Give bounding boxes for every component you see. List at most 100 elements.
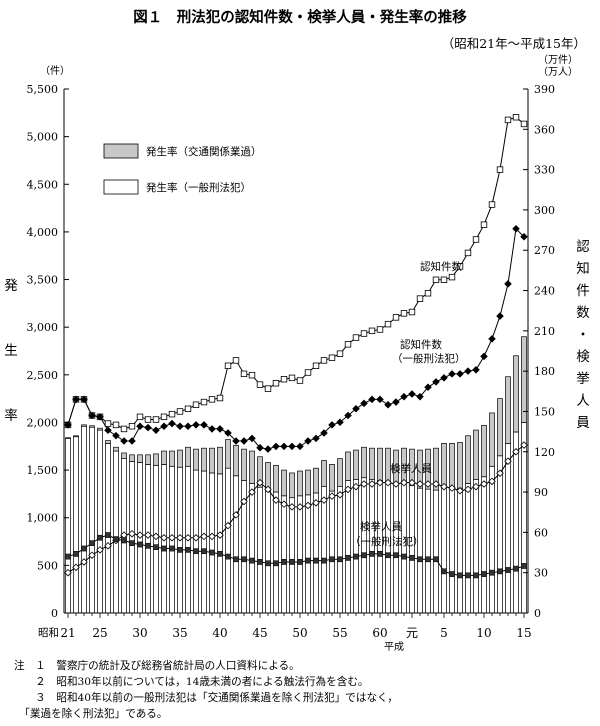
x-tick-label-7: 55 <box>332 626 347 640</box>
marker-s3-1979 <box>328 492 336 500</box>
bar-general-2003 <box>521 422 527 614</box>
bar-general-1965 <box>217 473 223 614</box>
left-tick-label-7: 3,500 <box>27 274 59 287</box>
marker-s1-1994 <box>448 273 456 281</box>
marker-s2-1984 <box>368 395 376 404</box>
marker-s2-2003 <box>520 233 528 241</box>
legend-label-general: 発生率（一般刑法犯） <box>146 181 251 194</box>
bar-traffic-1984 <box>369 447 375 480</box>
bar-traffic-1991 <box>425 448 431 490</box>
marker-s1-1984 <box>368 327 376 335</box>
marker-s3-1967 <box>232 511 240 519</box>
bar-general-1969 <box>249 483 255 614</box>
marker-s4-1991 <box>425 556 431 563</box>
bar-traffic-1957 <box>153 453 159 466</box>
marker-s1-1965 <box>216 394 224 402</box>
marker-s1-1995 <box>456 263 464 270</box>
right-tick-label-5: 150 <box>534 405 555 418</box>
marker-s2-1972 <box>272 442 280 451</box>
marker-s4-1959 <box>169 545 175 552</box>
right-axis-unit-2: （万人） <box>538 67 578 78</box>
marker-s2-1994 <box>448 370 456 378</box>
left-tick-label-6: 3,000 <box>27 321 59 334</box>
marker-s2-1947 <box>72 395 80 404</box>
note-1: 注 １ 警察庁の統計及び総務省統計局の人口資料による。 <box>14 660 300 672</box>
marker-s4-1948 <box>81 545 87 552</box>
marker-s4-1987 <box>393 552 399 559</box>
marker-s4-1976 <box>305 557 311 564</box>
marker-s3-1963 <box>200 532 208 541</box>
marker-s1-1988 <box>400 310 408 317</box>
left-tick-label-4: 2,000 <box>27 416 59 429</box>
marker-s3-1955 <box>136 531 144 539</box>
marker-s2-1956 <box>144 423 152 432</box>
x-tick-label-5: 45 <box>252 626 267 640</box>
marker-s4-1947 <box>73 551 79 557</box>
marker-s2-1991 <box>424 383 432 392</box>
marker-s1-1961 <box>184 405 192 412</box>
chart-title: 図１ 刑法犯の認知件数・検挙人員・発生率の推移 <box>133 10 467 26</box>
bar-general-1948 <box>81 425 87 614</box>
bar-general-1990 <box>417 487 423 614</box>
marker-s4-1972 <box>273 560 279 567</box>
marker-s2-1981 <box>344 411 352 420</box>
marker-s1-1980 <box>336 350 344 357</box>
marker-s4-1946 <box>65 553 71 560</box>
marker-s1-1951 <box>104 420 112 427</box>
marker-s3-1994 <box>448 484 456 492</box>
marker-s3-1996 <box>464 485 472 494</box>
marker-s2-1993 <box>440 374 448 382</box>
right-tick-label-9: 270 <box>534 244 555 257</box>
marker-s3-1981 <box>344 485 352 494</box>
marker-s2-1963 <box>200 421 208 429</box>
x-tick-label-8: 60 <box>372 626 387 640</box>
marker-s2-1953 <box>120 437 128 445</box>
bar-general-1950 <box>97 429 103 614</box>
marker-s4-1970 <box>257 559 263 565</box>
marker-s2-1950 <box>96 413 104 421</box>
left-tick-label-8: 4,000 <box>27 226 59 239</box>
marker-s4-1974 <box>289 559 295 565</box>
marker-s4-1988 <box>401 553 407 560</box>
marker-s3-1957 <box>152 532 160 541</box>
marker-s3-1971 <box>264 485 272 494</box>
marker-s3-1946 <box>64 568 72 577</box>
marker-s1-1959 <box>168 410 176 418</box>
marker-s3-1954 <box>128 529 136 538</box>
bar-general-1975 <box>297 495 303 614</box>
bar-traffic-1980 <box>337 458 343 487</box>
right-tick-label-1: 30 <box>534 567 548 580</box>
bar-traffic-1968 <box>241 448 247 481</box>
marker-s1-1956 <box>144 416 152 423</box>
x-tick-label-6: 50 <box>292 626 307 640</box>
bar-traffic-1969 <box>249 450 255 484</box>
marker-s1-1964 <box>208 396 216 403</box>
marker-s2-1978 <box>320 429 328 437</box>
bar-traffic-1979 <box>329 464 335 492</box>
marker-s3-1976 <box>304 501 312 510</box>
right-tick-label-2: 60 <box>534 526 548 539</box>
marker-s3-1951 <box>104 542 112 550</box>
bar-general-1978 <box>321 485 327 614</box>
bar-traffic-1977 <box>313 467 319 494</box>
bar-general-1967 <box>233 475 239 614</box>
marker-s4-1996 <box>465 572 471 579</box>
marker-s1-1983 <box>360 330 368 337</box>
marker-s1-1973 <box>280 376 288 383</box>
right-tick-label-10: 300 <box>534 204 555 217</box>
right-tick-label-11: 330 <box>534 164 555 177</box>
label-arrests: 検挙人員 <box>390 462 432 475</box>
bar-traffic-1961 <box>185 446 191 467</box>
marker-s1-1966 <box>224 362 232 369</box>
marker-s3-2003 <box>520 441 528 449</box>
bar-traffic-1954 <box>129 454 135 462</box>
bar-general-1952 <box>113 450 119 614</box>
x-tick-label-11: 10 <box>476 626 491 640</box>
bar-general-1973 <box>281 495 287 614</box>
marker-s4-1975 <box>297 559 303 565</box>
marker-s3-1950 <box>96 546 104 554</box>
bar-general-1980 <box>337 485 343 614</box>
bar-general-1993 <box>441 486 447 614</box>
bar-traffic-1964 <box>209 447 215 474</box>
marker-s3-1987 <box>392 480 400 488</box>
